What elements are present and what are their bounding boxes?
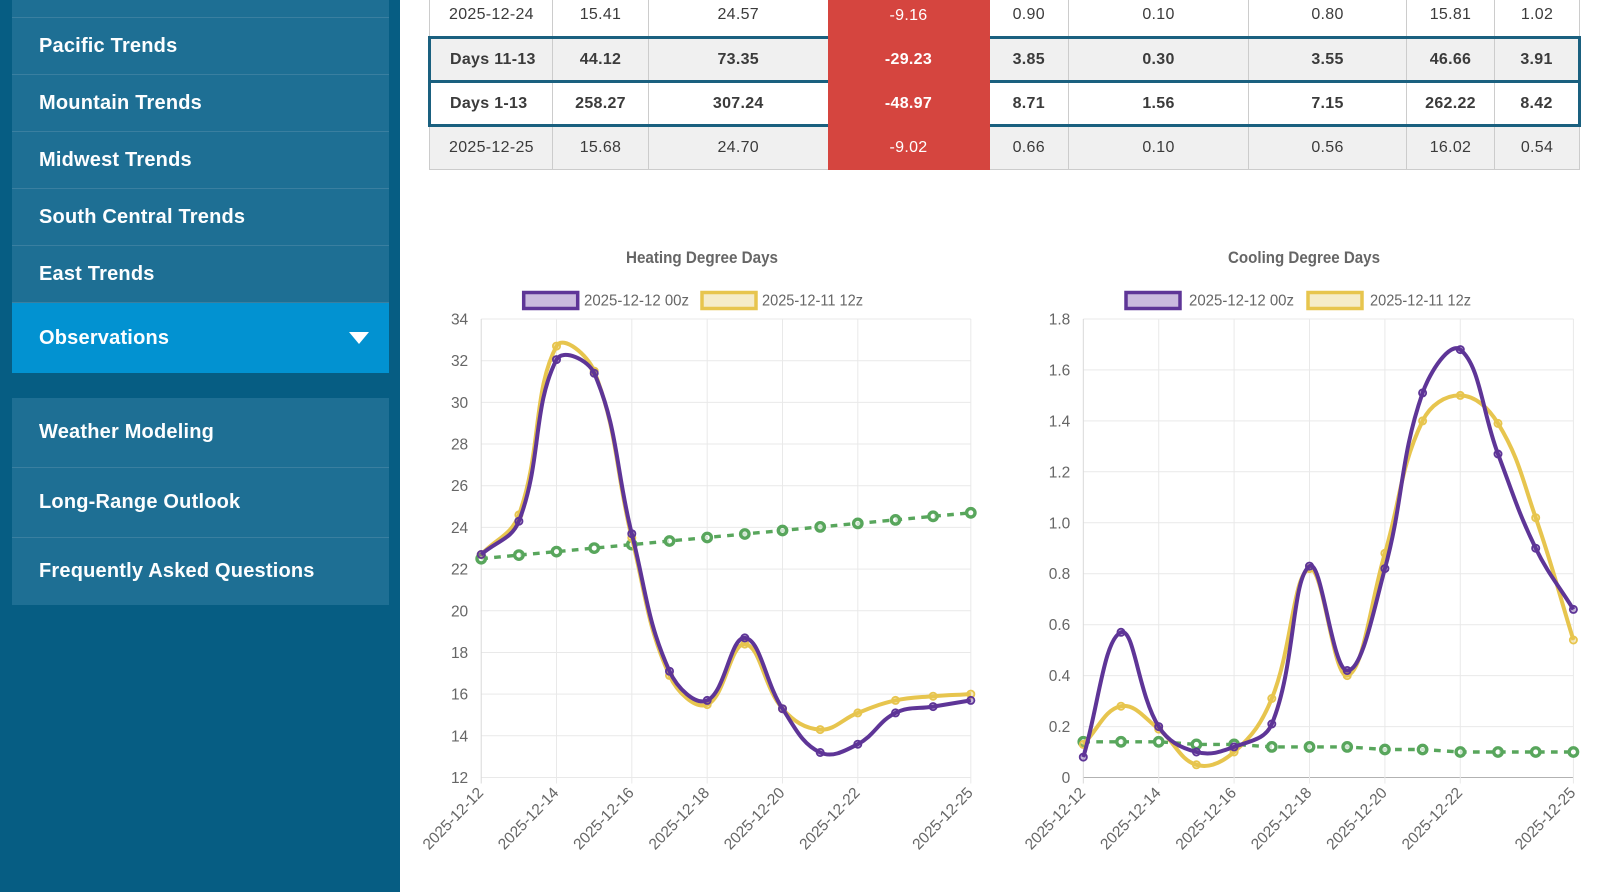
svg-text:1.4: 1.4 — [1049, 413, 1071, 430]
svg-text:2025-12-16: 2025-12-16 — [570, 784, 637, 853]
svg-text:0.6: 0.6 — [1049, 617, 1071, 634]
svg-text:1.0: 1.0 — [1049, 515, 1071, 532]
svg-text:14: 14 — [451, 728, 469, 745]
svg-text:2025-12-18: 2025-12-18 — [646, 784, 713, 853]
svg-text:2025-12-25: 2025-12-25 — [909, 784, 976, 853]
svg-text:18: 18 — [451, 645, 468, 662]
svg-text:16: 16 — [451, 687, 468, 704]
svg-text:2025-12-14: 2025-12-14 — [495, 784, 563, 853]
svg-text:2025-12-16: 2025-12-16 — [1173, 784, 1240, 853]
svg-text:20: 20 — [451, 603, 469, 620]
svg-text:2025-12-12 00z: 2025-12-12 00z — [584, 293, 689, 310]
svg-text:30: 30 — [451, 395, 469, 412]
svg-text:0: 0 — [1062, 770, 1071, 787]
svg-text:0.2: 0.2 — [1049, 719, 1071, 736]
svg-text:22: 22 — [451, 562, 468, 579]
svg-text:2025-12-25: 2025-12-25 — [1512, 784, 1579, 853]
svg-text:2025-12-22: 2025-12-22 — [1399, 784, 1466, 853]
svg-text:2025-12-14: 2025-12-14 — [1097, 784, 1165, 853]
svg-text:34: 34 — [451, 312, 469, 329]
svg-text:2025-12-20: 2025-12-20 — [1323, 784, 1391, 853]
svg-text:28: 28 — [451, 437, 468, 454]
svg-text:12: 12 — [451, 770, 468, 787]
svg-text:24: 24 — [451, 520, 469, 537]
svg-text:2025-12-11 12z: 2025-12-11 12z — [762, 293, 863, 310]
svg-text:2025-12-12: 2025-12-12 — [1022, 784, 1089, 853]
svg-text:26: 26 — [451, 478, 468, 495]
svg-text:2025-12-12 00z: 2025-12-12 00z — [1189, 293, 1294, 310]
svg-text:0.8: 0.8 — [1049, 566, 1071, 583]
svg-text:2025-12-22: 2025-12-22 — [796, 784, 863, 853]
svg-text:1.8: 1.8 — [1049, 312, 1071, 329]
svg-text:0.4: 0.4 — [1049, 668, 1071, 685]
svg-text:2025-12-20: 2025-12-20 — [721, 784, 789, 853]
svg-text:2025-12-11 12z: 2025-12-11 12z — [1370, 293, 1471, 310]
svg-text:Heating Degree Days: Heating Degree Days — [626, 249, 778, 267]
svg-text:1.6: 1.6 — [1049, 362, 1071, 379]
svg-text:Cooling Degree Days: Cooling Degree Days — [1228, 249, 1380, 267]
svg-text:1.2: 1.2 — [1049, 464, 1071, 481]
svg-text:2025-12-12: 2025-12-12 — [420, 784, 487, 853]
svg-text:2025-12-18: 2025-12-18 — [1248, 784, 1315, 853]
svg-text:32: 32 — [451, 353, 468, 370]
